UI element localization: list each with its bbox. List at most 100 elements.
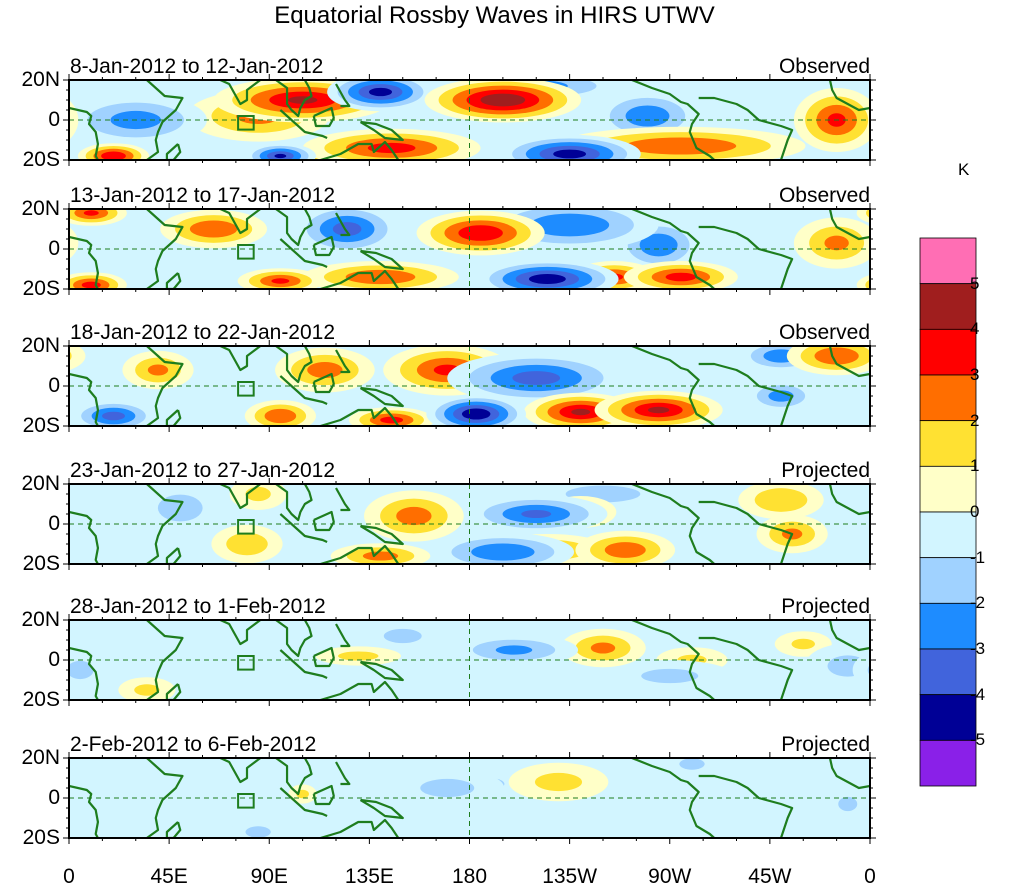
map-panel — [63, 752, 876, 844]
y-tick-label: 20S — [22, 552, 60, 575]
coastline — [828, 758, 870, 790]
map-panel — [63, 478, 876, 570]
region-box — [237, 381, 255, 397]
anomaly-contour — [189, 220, 238, 238]
anomaly-contour — [332, 222, 362, 236]
coastline — [335, 212, 351, 237]
anomaly-contour — [874, 278, 910, 291]
region-box — [237, 519, 255, 535]
anomaly-contour — [754, 488, 808, 512]
anomaly-contour — [879, 143, 950, 169]
anomaly-contour — [245, 486, 271, 502]
colorbar-label: 3 — [970, 365, 980, 384]
anomaly-contour — [271, 278, 290, 284]
y-tick-label: 0 — [48, 786, 60, 809]
coastline — [275, 758, 313, 796]
coastline — [828, 209, 870, 241]
panel-kind-label: Observed — [778, 55, 870, 78]
map-panel — [63, 74, 876, 166]
y-tick-label: 20S — [22, 148, 60, 171]
x-tick-label: 135E — [344, 865, 394, 888]
anomaly-contour — [814, 347, 859, 365]
panel-title: 13-Jan-2012 to 17-Jan-2012 — [70, 184, 336, 207]
colorbar-label: 1 — [970, 456, 980, 476]
coastline — [312, 372, 335, 394]
panel-kind-label: Projected — [781, 459, 870, 482]
anomaly-contour — [885, 210, 900, 215]
anomaly-contour — [147, 364, 169, 376]
coastline — [359, 524, 404, 546]
anomaly-contour — [274, 153, 287, 159]
coastline — [275, 620, 313, 658]
coastline — [275, 80, 313, 118]
region-box — [237, 115, 255, 131]
coastline — [312, 784, 335, 806]
colorbar-label: 4 — [970, 319, 980, 339]
y-tick-label: 0 — [48, 648, 60, 671]
coastline — [146, 346, 184, 426]
colorbar-unit: K — [958, 160, 970, 179]
y-tick-label: 20S — [22, 826, 60, 849]
colorbar-swatch — [919, 465, 977, 513]
coastline — [279, 375, 328, 406]
anomaly-contour — [791, 638, 815, 650]
x-tick-label: 180 — [451, 865, 488, 888]
x-tick-label: 0 — [864, 865, 876, 888]
coastline — [320, 406, 400, 426]
coastline — [279, 787, 328, 818]
coastline — [359, 798, 404, 820]
coastline — [165, 821, 182, 838]
anomaly-contour — [553, 149, 587, 159]
coastline — [146, 209, 184, 289]
colorbar-swatch — [919, 511, 977, 559]
coastline — [828, 80, 870, 112]
coastline — [312, 235, 335, 257]
panel-kind-label: Observed — [778, 184, 870, 207]
x-tick-label: 0 — [63, 865, 75, 888]
anomaly-contour — [101, 151, 126, 160]
coastline — [69, 510, 100, 564]
anomaly-contour — [865, 111, 870, 129]
anomaly-contour — [471, 543, 535, 561]
anomaly-contour — [865, 279, 870, 289]
coastline — [275, 484, 313, 522]
coastline — [320, 269, 400, 289]
coastline — [320, 680, 400, 700]
anomaly-contour — [226, 532, 268, 556]
coastline — [828, 484, 870, 516]
anomaly-contour — [264, 408, 297, 424]
coastline — [219, 346, 262, 372]
anomaly-contour — [0, 639, 14, 650]
anomaly-contour — [639, 233, 678, 257]
coastline — [320, 544, 400, 564]
anomaly-contour — [625, 105, 670, 127]
region-box — [237, 793, 255, 809]
coastline — [335, 83, 351, 108]
anomaly-contour — [362, 551, 399, 561]
y-tick-label: 0 — [48, 237, 60, 260]
coastline — [279, 513, 328, 544]
coastline — [320, 818, 400, 838]
anomaly-contour — [338, 651, 379, 661]
anomaly-contour — [480, 93, 526, 107]
y-tick-label: 0 — [48, 374, 60, 397]
y-tick-label: 20N — [21, 68, 60, 91]
coastline — [279, 109, 328, 140]
anomaly-contour — [911, 111, 962, 129]
anomaly-contour — [420, 778, 475, 798]
coastline — [165, 547, 182, 564]
coastline — [165, 409, 182, 426]
anomaly-contour — [976, 215, 1015, 243]
colorbar-label: 2 — [970, 410, 980, 430]
coastline — [335, 623, 351, 648]
coastline — [359, 660, 404, 682]
anomaly-contour — [69, 346, 86, 371]
anomaly-contour — [345, 269, 416, 285]
anomaly-contour — [368, 87, 393, 97]
y-tick-label: 20N — [21, 472, 60, 495]
colorbar-swatch — [919, 739, 977, 787]
coastline — [359, 120, 404, 142]
coastline — [275, 346, 313, 384]
y-tick-label: 0 — [48, 512, 60, 535]
anomaly-contour — [461, 408, 491, 420]
